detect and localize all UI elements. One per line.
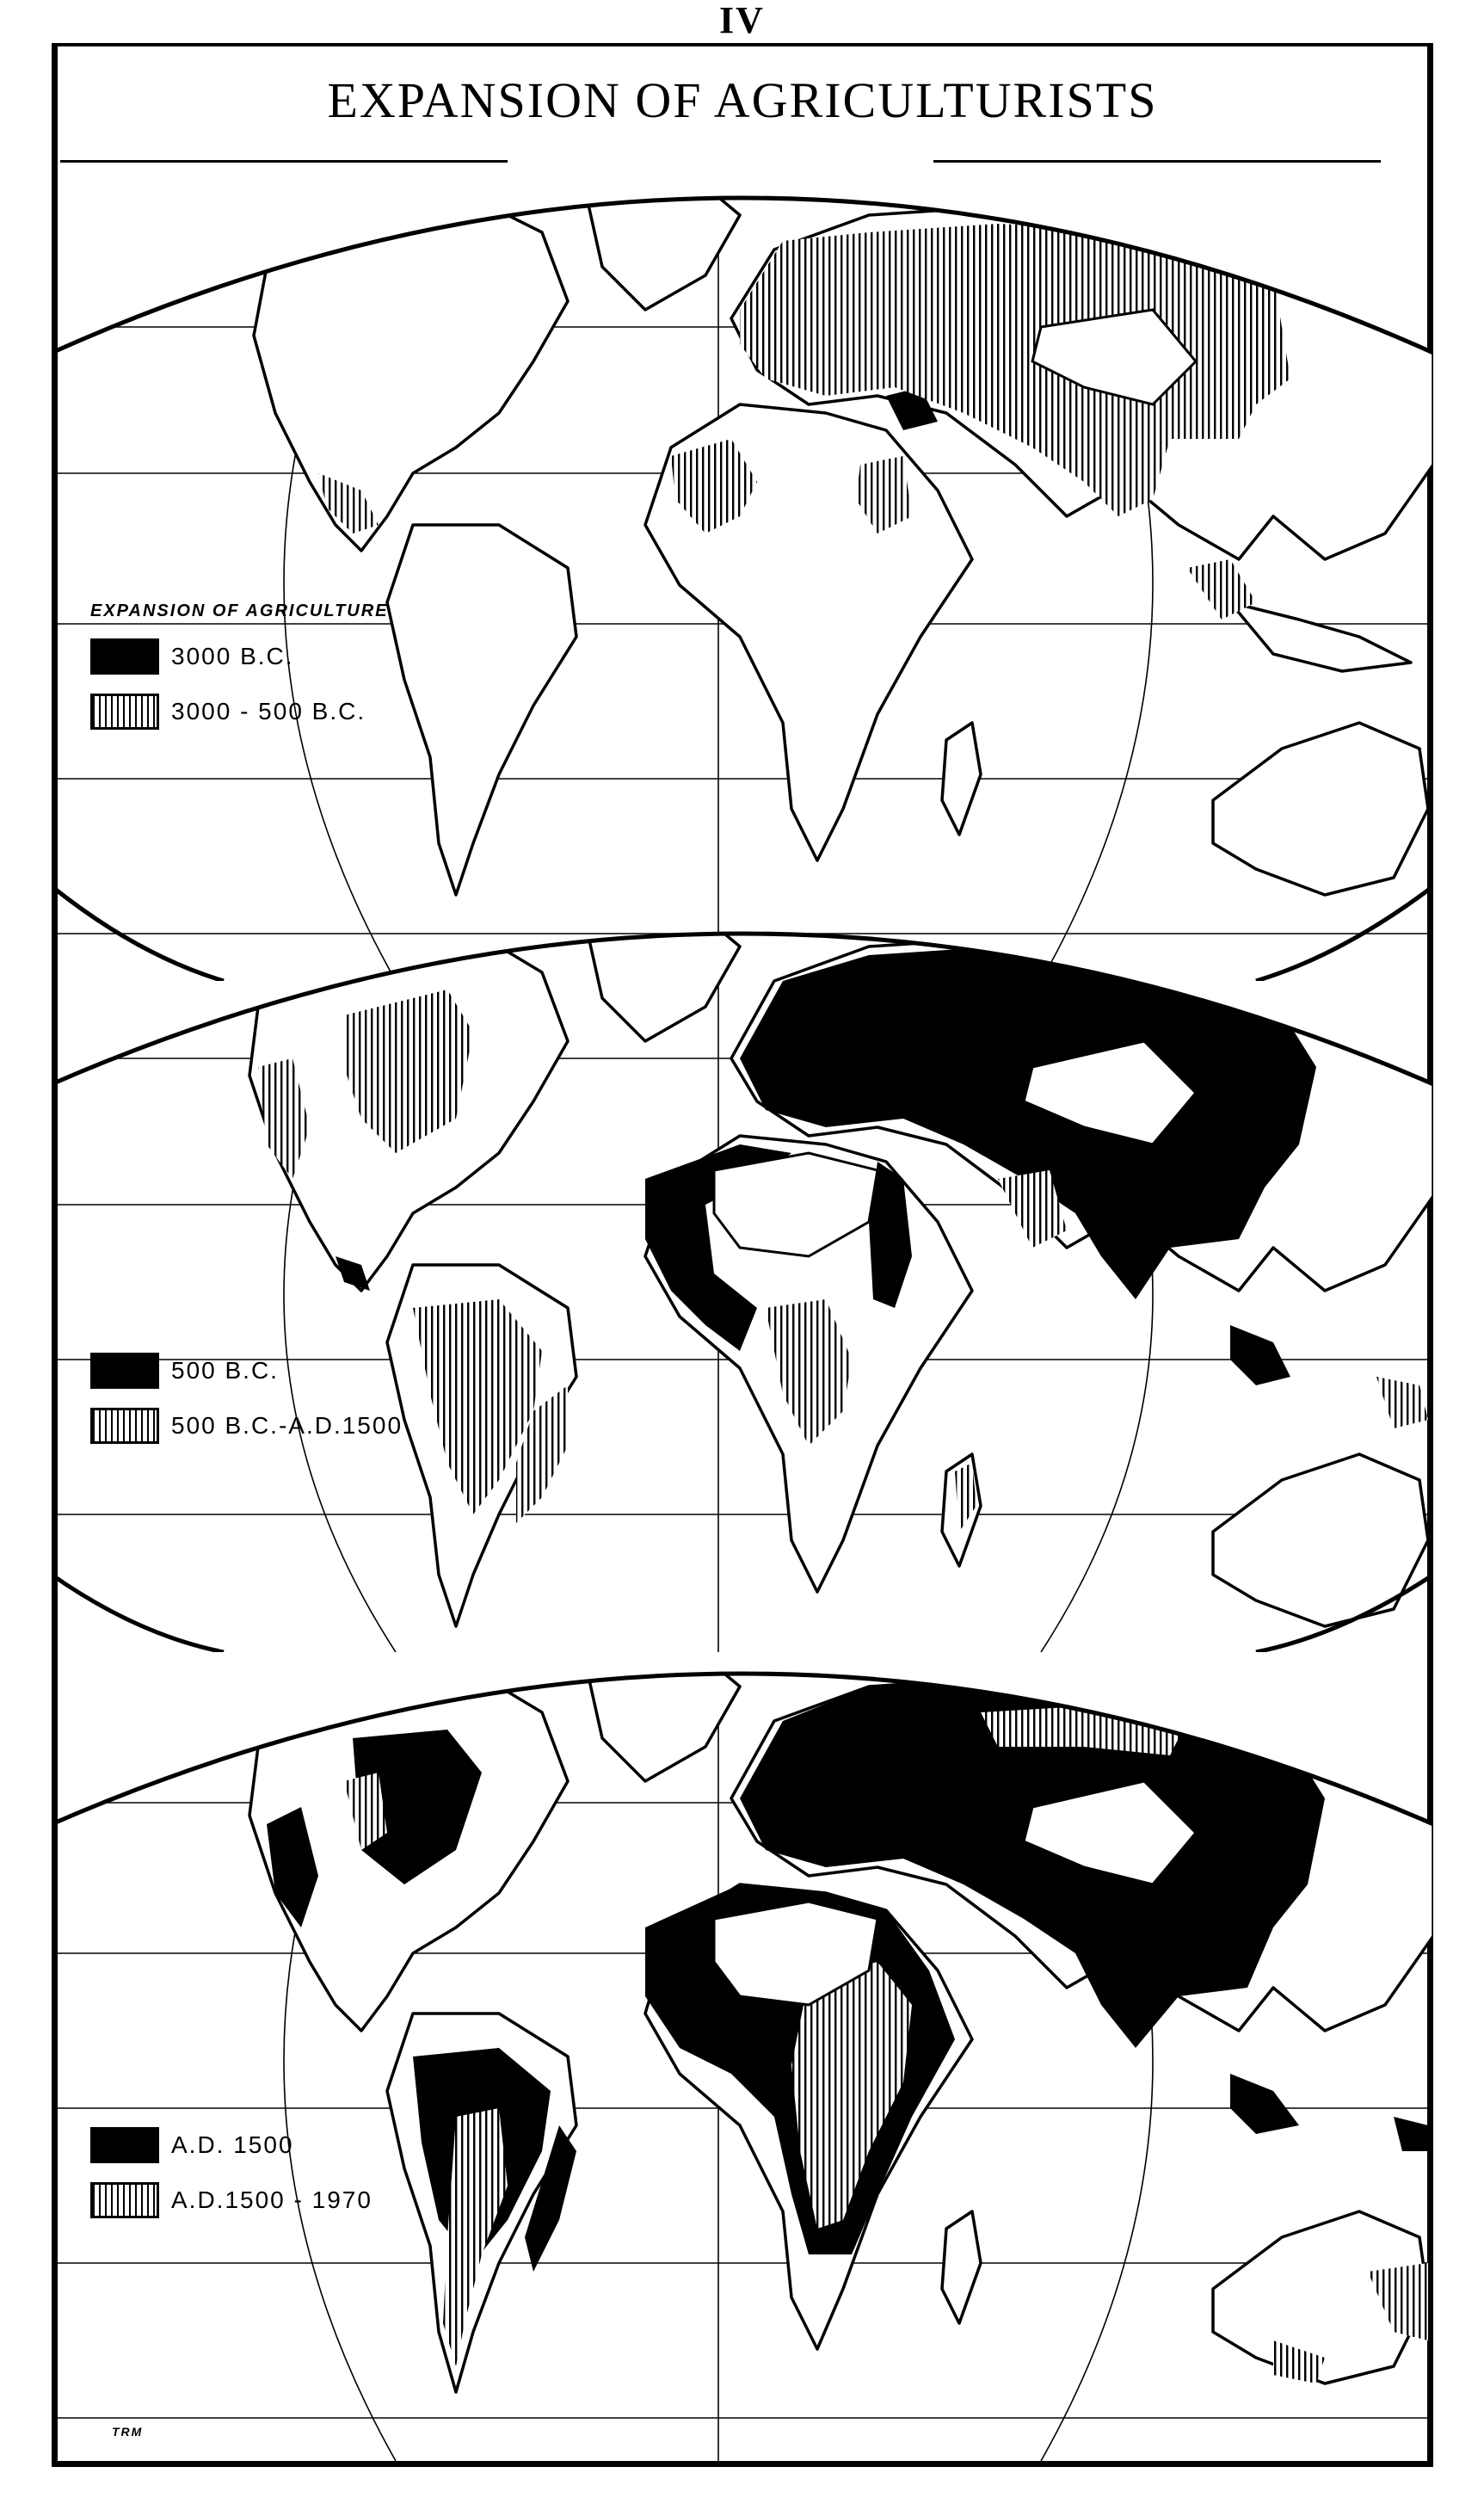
legend-heading: EXPANSION OF AGRICULTURE [90, 601, 389, 620]
plate-title: EXPANSION OF AGRICULTURISTS [327, 72, 1158, 128]
hatch-swatch [90, 694, 159, 730]
legend-item: 500 B.C.-A.D.1500 [90, 1408, 403, 1444]
title-rule-right [933, 160, 1381, 163]
legend-label: 3000 - 500 B.C. [171, 698, 366, 725]
solid-swatch [90, 1353, 159, 1389]
cartographer-credit: TRM [112, 2425, 144, 2439]
world-map-3000bc [52, 195, 1433, 981]
legend-label: 500 B.C. [171, 1357, 279, 1384]
legend-item: 3000 B.C. [90, 638, 389, 675]
map-panel-ad1500: A.D. 1500 A.D.1500 - 1970 [52, 1635, 1433, 2461]
map-panel-500bc: 500 B.C. 500 B.C.-A.D.1500 [52, 895, 1433, 1652]
madagascar [940, 2210, 982, 2325]
south-america [385, 523, 578, 897]
sahara-desert [712, 1151, 879, 1258]
legend-label: A.D. 1500 [171, 2131, 294, 2158]
plate-number: IV [719, 0, 765, 41]
greenland [583, 1674, 742, 1783]
legend-500bc: 500 B.C. 500 B.C.-A.D.1500 [90, 1334, 403, 1444]
greenland [583, 198, 742, 311]
agriculture-500bc-ad1500 [258, 990, 1428, 1532]
legend-ad1500: A.D. 1500 A.D.1500 - 1970 [90, 2108, 373, 2218]
legend-item: A.D. 1500 [90, 2127, 373, 2163]
legend-label: 500 B.C.-A.D.1500 [171, 1412, 403, 1439]
legend-label: A.D.1500 - 1970 [171, 2186, 373, 2213]
agriculture-3000-500bc [318, 224, 1290, 620]
world-map-ad1500 [52, 1671, 1433, 2461]
title-rule-left [60, 160, 508, 163]
indonesia [1228, 601, 1413, 673]
legend-item: 500 B.C. [90, 1353, 403, 1389]
central-asia-desert [1031, 308, 1198, 406]
agriculture-500bc [336, 947, 1316, 1385]
legend-item: A.D.1500 - 1970 [90, 2182, 373, 2218]
plate-frame [52, 43, 1433, 2467]
legend-3000bc: EXPANSION OF AGRICULTURE 3000 B.C. 3000 … [90, 602, 389, 730]
hatch-swatch [90, 1408, 159, 1444]
madagascar [940, 721, 982, 836]
australia [1211, 721, 1430, 897]
solid-swatch [90, 2127, 159, 2163]
sahara-desert [712, 1900, 879, 2007]
australia [1211, 1452, 1430, 1628]
legend-item: 3000 - 500 B.C. [90, 694, 389, 730]
map-panel-3000bc: EXPANSION OF AGRICULTURE 3000 B.C. 3000 … [52, 155, 1433, 981]
legend-label: 3000 B.C. [171, 643, 294, 669]
central-asia-desert [1022, 1039, 1198, 1146]
greenland [583, 934, 742, 1043]
north-america [252, 198, 570, 552]
central-asia-desert [1022, 1779, 1198, 1886]
world-map-500bc [52, 931, 1433, 1652]
solid-swatch [90, 638, 159, 675]
hatch-swatch [90, 2182, 159, 2218]
